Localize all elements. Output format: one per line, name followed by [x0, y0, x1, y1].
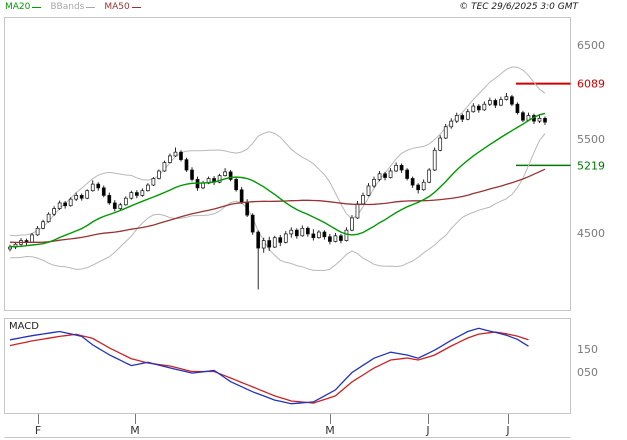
support-label: 5219	[577, 159, 605, 172]
ma20-line	[9, 112, 546, 248]
ma20-line-swatch-icon	[32, 7, 42, 8]
legend-item-ma20: MA20	[5, 2, 45, 12]
macd-line	[9, 327, 529, 405]
bbands-line-swatch-icon	[86, 7, 96, 8]
month-label: M	[130, 424, 140, 437]
ma50-line	[9, 168, 546, 244]
bollinger-upper-line	[9, 66, 546, 237]
main-plot	[9, 66, 546, 272]
price-tick-label: 5500	[577, 133, 605, 146]
panel-frames	[4, 17, 571, 438]
macd-panel-label: MACD	[9, 321, 39, 332]
resistance-label: 6089	[577, 78, 605, 91]
macd-axis: 150 050	[577, 343, 598, 379]
price-tick-label: 4500	[577, 227, 605, 240]
moving-averages	[9, 112, 546, 248]
legend-item-ma50: MA50	[104, 2, 144, 12]
legend-bbands-label: BBands	[50, 2, 85, 12]
copyright-text: © TEC 29/6/2025 3:0 GMT	[459, 2, 578, 12]
macd-signal-line	[9, 331, 529, 404]
price-axis: 6500 5500 4500	[577, 39, 605, 240]
legend-ma20-label: MA20	[5, 2, 31, 12]
month-label: J	[425, 424, 429, 437]
ma50-line-swatch-icon	[131, 7, 141, 8]
macd-tick-label: 150	[577, 343, 598, 356]
level-lines: 6089 5219	[516, 78, 605, 172]
legend-item-bbands: BBands	[50, 2, 99, 12]
macd-tick-label: 050	[577, 366, 598, 379]
month-label: M	[325, 424, 335, 437]
legend: MA20 BBands MA50	[5, 2, 150, 12]
month-label: J	[505, 424, 509, 437]
price-tick-label: 6500	[577, 39, 605, 52]
bollinger-lower-line	[10, 133, 546, 272]
month-label: F	[35, 424, 41, 437]
candlestick-series	[8, 92, 547, 290]
legend-ma50-label: MA50	[104, 2, 130, 12]
